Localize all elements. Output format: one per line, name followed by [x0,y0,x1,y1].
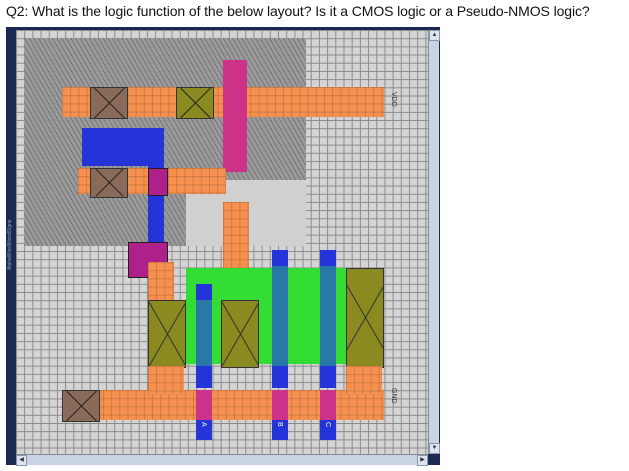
input-pin-b-label-bg [272,420,288,440]
scroll-left-icon[interactable]: ◀ [16,455,27,466]
input-a-label: A [200,422,207,427]
gate-c [320,252,336,386]
gate-b [272,252,288,386]
gate-c-foot [320,366,336,388]
layout-canvas[interactable]: VDD A GND A B C [16,30,428,454]
input-pin-c-label-bg [320,420,336,440]
gnd-contact [62,390,100,422]
gnd-label: GND [390,388,397,404]
source-contact-left [148,300,186,368]
question-text: Q2: What is the logic function of the be… [6,3,590,19]
gate-a [196,286,212,386]
gate-a-foot [196,366,212,388]
input-pin-a-label-bg [196,420,212,440]
scroll-up-icon[interactable]: ▲ [429,30,440,41]
gate-a-cap [196,284,212,300]
poly-top [223,60,247,172]
mid-contact-left [90,168,128,198]
vdd-label: VDD [390,92,397,107]
vertical-scrollbar[interactable]: ▲ ▼ [428,30,440,454]
left-metal-vertical [148,262,174,302]
gnd-strap-left [148,366,184,394]
side-label: AlphaWire/MixedSignal [7,220,13,270]
horizontal-scrollbar[interactable]: ◀ ▶ [16,454,428,466]
vdd-contact-left [90,87,128,119]
gate-c-cap [320,250,336,266]
input-c-label: C [324,422,331,428]
gate-b-foot [272,366,288,388]
scroll-right-icon[interactable]: ▶ [417,455,428,466]
drain-contact-mid [221,300,259,368]
vdd-contact-mid [176,87,214,119]
scroll-down-icon[interactable]: ▼ [429,443,440,454]
gnd-strap-right [346,366,382,394]
gate-b-cap [272,250,288,266]
drain-contact-right [346,268,384,368]
mid-via [148,168,168,196]
input-b-label: B [276,422,283,427]
